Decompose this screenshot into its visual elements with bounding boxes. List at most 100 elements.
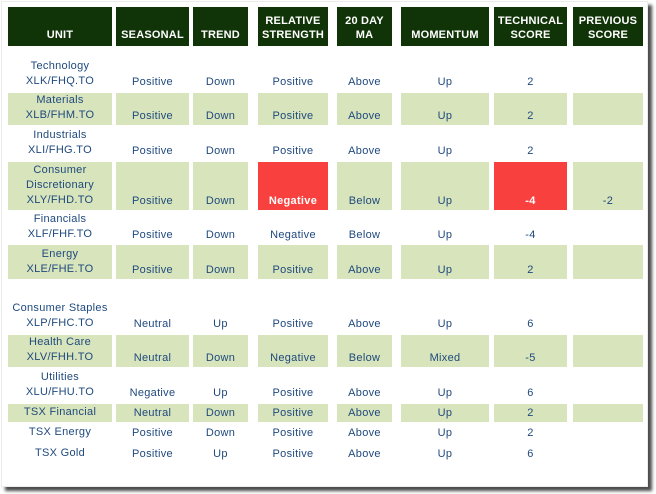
image-frame: UNIT SEASONAL TREND RELATIVE STRENGTH 20 DAY…	[1, 1, 648, 487]
cell-unit: TSX Energy	[8, 424, 112, 442]
cell-unit: TSX Financial	[8, 404, 112, 422]
cell-trend: Down	[193, 93, 248, 125]
table-row: TSX Gold Positive Up Positive Above Up 6	[8, 444, 643, 463]
cell-trend: Down	[193, 245, 248, 279]
cell-relative-strength: Positive	[258, 368, 328, 402]
table-row: TSX Energy Positive Down Positive Above Up 2	[8, 424, 643, 442]
cell-momentum: Up	[401, 424, 489, 442]
cell-20-day-ma: Above	[337, 404, 392, 422]
cell-unit: Industrials XLI/FHG.TO	[8, 127, 112, 160]
unit-line: Financials	[33, 213, 87, 225]
cell-trend: Down	[193, 424, 248, 442]
table-header-row: UNIT SEASONAL TREND RELATIVE STRENGTH 20 DAY…	[8, 7, 643, 46]
cell-trend: Down	[193, 127, 248, 160]
unit-line: Utilities	[40, 371, 80, 383]
unit-line: XLF/FHF.TO	[27, 228, 93, 240]
unit-line: XLY/FHD.TO	[26, 194, 94, 206]
cell-momentum: Up	[401, 404, 489, 422]
cell-relative-strength: Positive	[258, 48, 328, 91]
unit-line: XLV/FHH.TO	[26, 351, 94, 363]
cell-previous-score	[573, 424, 643, 442]
cell-momentum: Up	[401, 212, 489, 244]
cell-20-day-ma: Below	[337, 335, 392, 367]
header-cell-seasonal: SEASONAL	[116, 7, 189, 46]
cell-seasonal: Positive	[116, 424, 189, 442]
table-row: Industrials XLI/FHG.TO Positive Down Positiv…	[8, 127, 643, 160]
cell-previous-score	[573, 93, 643, 125]
header-cell-unit: UNIT	[8, 7, 112, 46]
cell-seasonal: Neutral	[116, 404, 189, 422]
cell-trend: Down	[193, 162, 248, 210]
cell-relative-strength: Positive	[258, 127, 328, 160]
unit-line: Consumer	[33, 164, 87, 176]
header-cell-trend: TREND	[193, 7, 248, 46]
cell-seasonal: Positive	[116, 48, 189, 91]
cell-relative-strength: Positive	[258, 93, 328, 125]
cell-technical-score: 2	[494, 424, 567, 442]
table-row: Consumer Discretionary XLY/FHD.TO Positive D…	[8, 162, 643, 210]
cell-20-day-ma: Below	[337, 162, 392, 210]
cell-momentum: Up	[401, 127, 489, 160]
cell-previous-score	[573, 245, 643, 279]
cell-technical-score: 2	[494, 93, 567, 125]
unit-line: XLI/FHG.TO	[28, 144, 92, 156]
cell-technical-score: 6	[494, 368, 567, 402]
cell-unit: Consumer Staples XLP/FHC.TO	[8, 281, 112, 333]
cell-relative-strength: Positive	[258, 245, 328, 279]
cell-seasonal: Neutral	[116, 281, 189, 333]
cell-previous-score	[573, 335, 643, 367]
cell-unit: TSX Gold	[8, 444, 112, 463]
cell-seasonal: Positive	[116, 212, 189, 244]
cell-momentum: Up	[401, 444, 489, 463]
cell-relative-strength: Positive	[258, 404, 328, 422]
cell-relative-strength: Negative	[258, 162, 328, 210]
cell-technical-score: -4	[494, 162, 567, 210]
cell-20-day-ma: Above	[337, 245, 392, 279]
cell-technical-score: -4	[494, 212, 567, 244]
cell-relative-strength: Positive	[258, 424, 328, 442]
cell-unit: Utilities XLU/FHU.TO	[8, 368, 112, 402]
table-row: Utilities XLU/FHU.TO Negative Up Positive Abo…	[8, 368, 643, 402]
table-row: Energy XLE/FHE.TO Positive Down Positive Abov…	[8, 245, 643, 279]
cell-trend: Down	[193, 212, 248, 244]
cell-previous-score	[573, 368, 643, 402]
cell-technical-score: 2	[494, 404, 567, 422]
cell-technical-score: -5	[494, 335, 567, 367]
cell-20-day-ma: Above	[337, 127, 392, 160]
cell-relative-strength: Positive	[258, 444, 328, 463]
cell-20-day-ma: Above	[337, 444, 392, 463]
cell-momentum: Up	[401, 48, 489, 91]
cell-trend: Down	[193, 48, 248, 91]
unit-line: Consumer Staples	[12, 302, 108, 314]
cell-previous-score	[573, 444, 643, 463]
cell-technical-score: 2	[494, 127, 567, 160]
table-row: Consumer Staples XLP/FHC.TO Neutral Up Posit…	[8, 281, 643, 333]
unit-line: TSX Financial	[23, 406, 97, 418]
cell-seasonal: Neutral	[116, 335, 189, 367]
unit-line: XLP/FHC.TO	[26, 317, 94, 329]
header-cell-relative-strength: RELATIVE STRENGTH	[258, 7, 328, 46]
cell-unit: Energy XLE/FHE.TO	[8, 245, 112, 279]
cell-unit: Health Care XLV/FHH.TO	[8, 335, 112, 367]
unit-line: Materials	[36, 94, 84, 106]
cell-seasonal: Positive	[116, 245, 189, 279]
unit-line: XLU/FHU.TO	[25, 386, 95, 398]
cell-relative-strength: Negative	[258, 335, 328, 367]
cell-trend: Down	[193, 335, 248, 367]
cell-previous-score	[573, 404, 643, 422]
cell-seasonal: Positive	[116, 93, 189, 125]
unit-line: TSX Gold	[34, 447, 86, 459]
unit-line: Energy	[41, 248, 79, 260]
cell-unit: Materials XLB/FHM.TO	[8, 93, 112, 125]
unit-line: Health Care	[29, 336, 91, 348]
cell-20-day-ma: Above	[337, 281, 392, 333]
unit-line: XLE/FHE.TO	[26, 263, 94, 275]
table-row: Financials XLF/FHF.TO Positive Down Negative…	[8, 212, 643, 244]
unit-line: XLK/FHQ.TO	[25, 75, 95, 87]
cell-unit: Financials XLF/FHF.TO	[8, 212, 112, 244]
cell-20-day-ma: Above	[337, 424, 392, 442]
cell-seasonal: Positive	[116, 444, 189, 463]
cell-technical-score: 6	[494, 444, 567, 463]
cell-trend: Up	[193, 368, 248, 402]
cell-20-day-ma: Above	[337, 368, 392, 402]
